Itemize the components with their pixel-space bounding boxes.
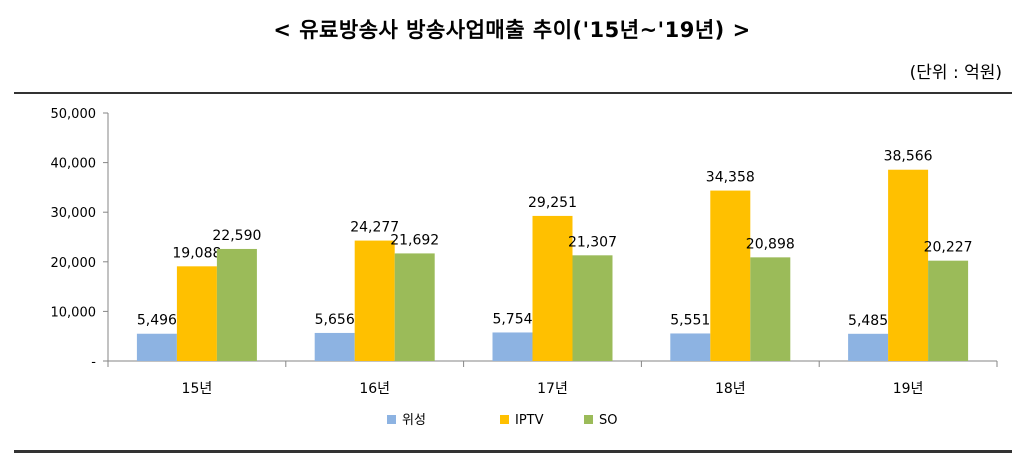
data-label: 34,358 xyxy=(706,170,755,186)
bar-위성-18년 xyxy=(670,333,711,361)
bar-IPTV-19년 xyxy=(888,169,929,361)
bar-SO-16년 xyxy=(394,253,435,361)
bar-SO-17년 xyxy=(572,255,613,361)
bar-IPTV-16년 xyxy=(354,240,395,361)
bar-SO-19년 xyxy=(928,260,969,361)
bottom-rule xyxy=(14,450,1012,453)
x-category-label: 19년 xyxy=(893,381,924,397)
x-category-label: 16년 xyxy=(359,381,390,397)
y-tick-label: 30,000 xyxy=(51,206,97,221)
y-tick-label: 40,000 xyxy=(51,157,97,172)
data-label: 5,551 xyxy=(670,312,710,328)
bar-SO-15년 xyxy=(216,248,257,361)
legend-label: 위성 xyxy=(402,413,426,428)
x-category-label: 17년 xyxy=(537,381,568,397)
bar-SO-18년 xyxy=(750,257,791,361)
y-tick-label: 50,000 xyxy=(51,107,97,122)
data-label: 21,307 xyxy=(568,234,617,250)
x-category-label: 18년 xyxy=(715,381,746,397)
data-label: 5,485 xyxy=(848,313,888,329)
y-tick-label: - xyxy=(91,355,96,370)
y-tick-label: 10,000 xyxy=(51,305,97,320)
data-label: 29,251 xyxy=(528,195,577,211)
data-label: 38,566 xyxy=(884,149,933,165)
legend-label: SO xyxy=(599,413,617,428)
x-category-label: 15년 xyxy=(182,381,213,397)
data-label: 24,277 xyxy=(350,220,399,236)
data-label: 5,656 xyxy=(315,312,355,328)
legend-swatch-SO xyxy=(584,415,593,424)
bar-위성-19년 xyxy=(848,333,889,361)
bar-IPTV-17년 xyxy=(532,215,573,361)
data-label: 20,227 xyxy=(924,240,973,256)
data-label: 19,088 xyxy=(172,245,221,261)
bar-IPTV-15년 xyxy=(176,266,217,361)
data-label: 21,692 xyxy=(390,232,439,248)
top-rule xyxy=(14,92,1012,94)
data-label: 20,898 xyxy=(746,236,795,252)
y-tick-label: 20,000 xyxy=(51,256,97,271)
page-title: < 유료방송사 방송사업매출 추이('15년~'19년) > xyxy=(273,18,751,42)
data-label: 5,754 xyxy=(492,311,532,327)
legend-label: IPTV xyxy=(515,413,544,428)
bar-위성-17년 xyxy=(492,332,533,361)
bar-IPTV-18년 xyxy=(710,190,751,361)
data-label: 5,496 xyxy=(137,313,177,329)
legend-swatch-IPTV xyxy=(500,415,509,424)
bar-위성-16년 xyxy=(314,332,355,361)
data-label: 22,590 xyxy=(212,228,261,244)
bar-위성-15년 xyxy=(136,333,177,361)
legend-swatch-위성 xyxy=(387,415,396,424)
unit-label: (단위 : 억원) xyxy=(909,63,1002,83)
